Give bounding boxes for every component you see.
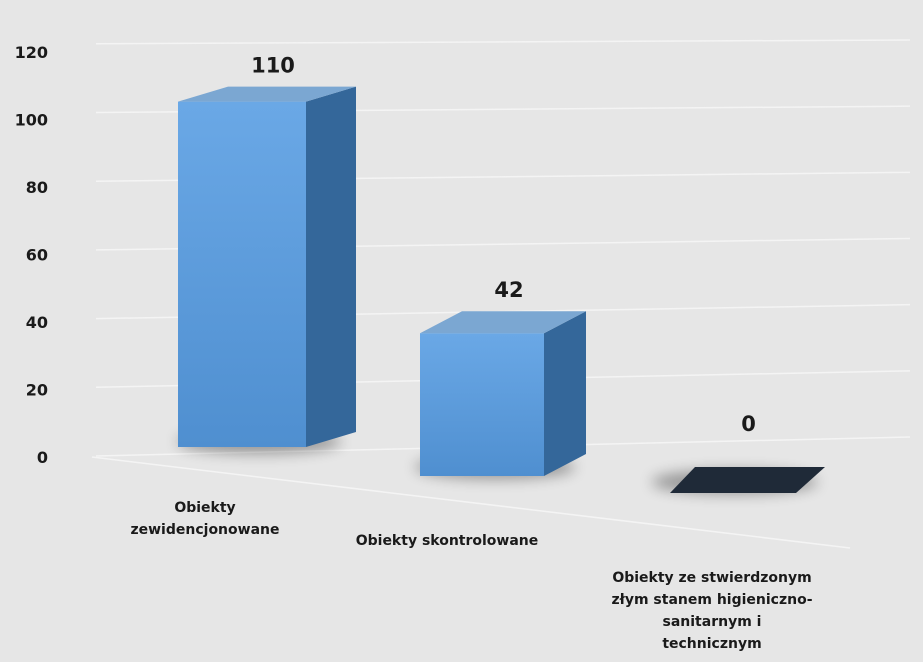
x-tick-label: Obiekty ze stwierdzonym złym stanem higie…: [611, 570, 812, 652]
y-axis-ticks: 0 20 40 60 80 100 120: [15, 43, 48, 467]
data-label: 110: [251, 54, 295, 78]
x-tick-label-line: Obiekty ze stwierdzonym: [612, 570, 811, 586]
y-tick-label: 120: [15, 43, 48, 62]
x-tick-label-line: technicznym: [662, 636, 761, 652]
floor-front-edge: [91, 456, 851, 549]
y-tick-label: 20: [26, 381, 48, 400]
bar-front: [178, 101, 306, 447]
y-tick-label: 40: [26, 313, 48, 332]
gridline: [95, 39, 911, 45]
data-label: 0: [741, 412, 756, 436]
x-tick-label-line: sanitarnym i: [663, 614, 762, 630]
x-tick-label-line: Obiekty skontrolowane: [356, 533, 539, 549]
y-tick-label: 60: [26, 246, 48, 265]
y-tick-label: 100: [15, 111, 48, 130]
x-tick-label-line: Obiekty: [174, 500, 235, 516]
y-tick-label: 0: [37, 448, 48, 467]
bars: [178, 86, 825, 493]
x-tick-label: Obiekty zewidencjonowane: [130, 500, 279, 538]
x-axis-ticks: Obiekty zewidencjonowane Obiekty skontrolo…: [130, 500, 812, 652]
y-tick-label: 80: [26, 178, 48, 197]
bar-side: [306, 86, 356, 447]
data-labels: 110 42 0: [251, 54, 756, 436]
bar-top: [178, 86, 356, 102]
bar-zero: [670, 467, 825, 493]
data-label: 42: [494, 278, 523, 302]
bar-front: [420, 333, 544, 476]
bar-side: [544, 311, 586, 476]
x-tick-label-line: zewidencjonowane: [130, 522, 279, 538]
x-tick-label-line: złym stanem higieniczno-: [611, 592, 812, 608]
bar-top: [420, 311, 586, 334]
x-tick-label: Obiekty skontrolowane: [356, 533, 539, 549]
